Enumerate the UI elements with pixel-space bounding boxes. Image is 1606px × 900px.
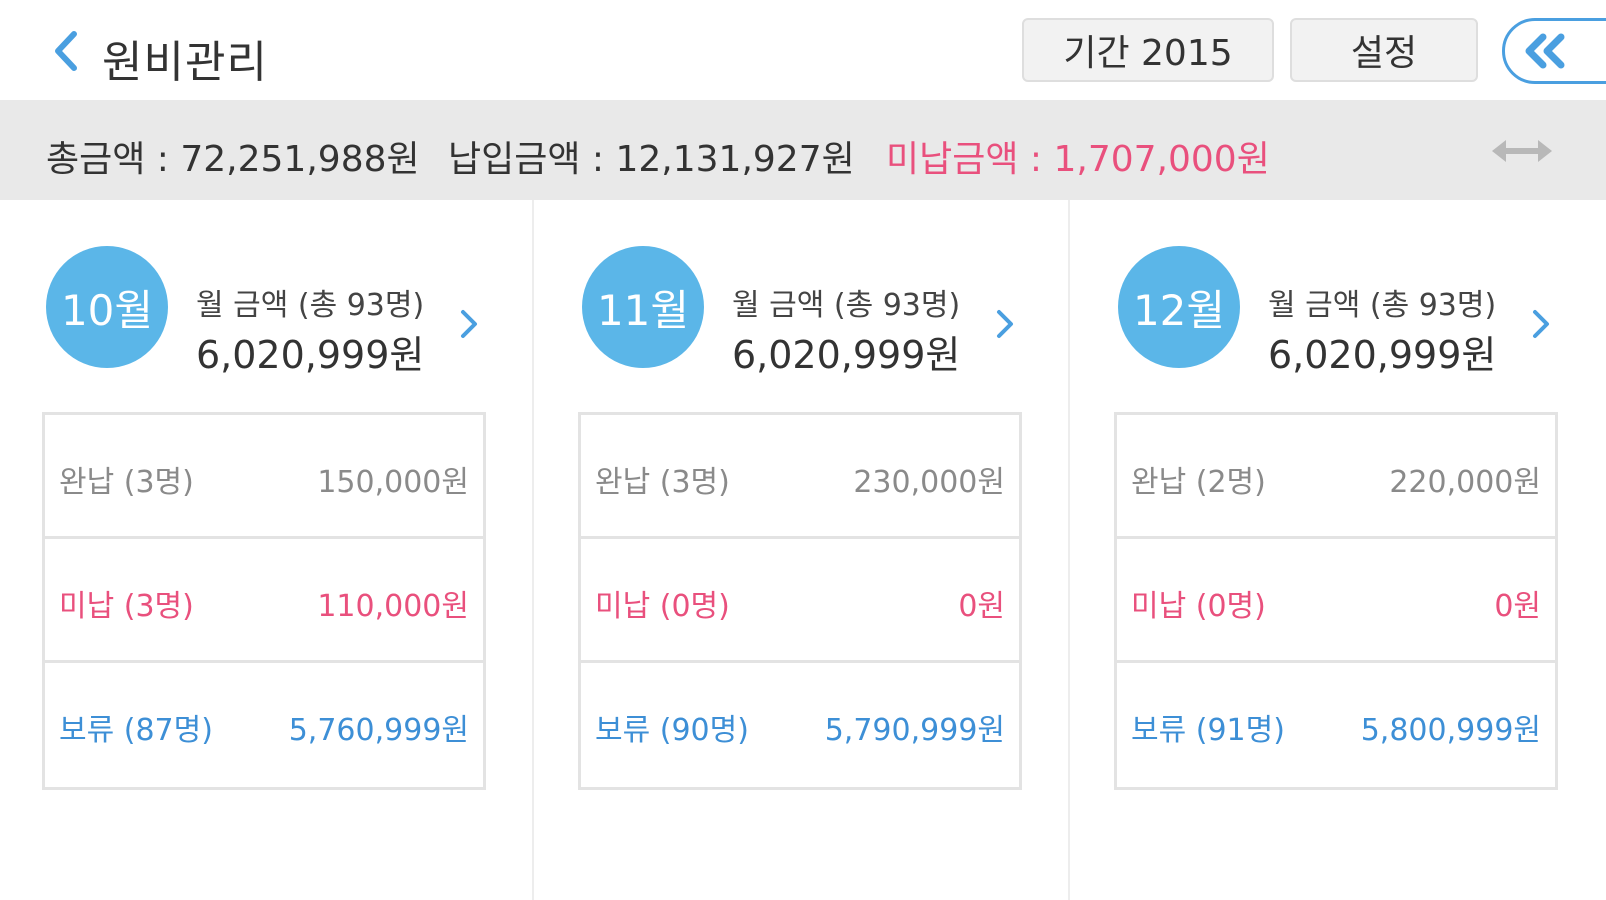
hold-label: 보류 (90명) [595, 713, 749, 748]
paid-row[interactable]: 완납 (2명) 220,000원 [1117, 415, 1555, 539]
month-badge: 12월 [1118, 246, 1240, 368]
header: 원비관리 기간 2015 설정 [0, 0, 1606, 100]
month-total-label: 월 금액 (총 93명) [732, 288, 961, 323]
month-total-amount: 6,020,999원 [1268, 333, 1497, 377]
month-total-label: 월 금액 (총 93명) [196, 288, 425, 323]
unpaid-label: 미납 (0명) [1131, 589, 1266, 624]
month-total-amount: 6,020,999원 [196, 333, 425, 377]
hold-row[interactable]: 보류 (87명) 5,760,999원 [45, 663, 483, 787]
month-badge: 11월 [582, 246, 704, 368]
month-badge: 10월 [46, 246, 168, 368]
unpaid-row[interactable]: 미납 (0명) 0원 [581, 539, 1019, 663]
column-divider [532, 200, 534, 900]
month-detail-button[interactable] [990, 304, 1020, 344]
payment-status-table: 완납 (3명) 150,000원 미납 (3명) 110,000원 보류 (87… [42, 412, 486, 790]
unpaid-value: 0원 [1494, 589, 1541, 624]
hold-value: 5,790,999원 [824, 713, 1005, 748]
paid-value: 150,000원 [317, 465, 469, 500]
paid-label: 완납 (3명) [595, 465, 730, 500]
total-amount: 총금액 : 72,251,988원 [46, 139, 420, 180]
chevron-right-icon [997, 310, 1013, 338]
month-total-amount: 6,020,999원 [732, 333, 961, 377]
horizontal-arrows-icon [1492, 140, 1552, 162]
summary-bar: 총금액 : 72,251,988원 납입금액 : 12,131,927원 미납금… [0, 100, 1606, 200]
chevron-left-icon [55, 31, 77, 71]
paid-amount: 납입금액 : 12,131,927원 [448, 139, 855, 180]
paid-row[interactable]: 완납 (3명) 150,000원 [45, 415, 483, 539]
double-chevron-left-icon [1525, 33, 1565, 69]
paid-value: 220,000원 [1389, 465, 1541, 500]
page-title: 원비관리 [102, 37, 268, 88]
unpaid-row[interactable]: 미납 (0명) 0원 [1117, 539, 1555, 663]
unpaid-value: 110,000원 [317, 589, 469, 624]
unpaid-label: 미납 (3명) [59, 589, 194, 624]
column-divider [1068, 200, 1070, 900]
hold-value: 5,800,999원 [1360, 713, 1541, 748]
month-total-label: 월 금액 (총 93명) [1268, 288, 1497, 323]
hold-row[interactable]: 보류 (90명) 5,790,999원 [581, 663, 1019, 787]
hold-label: 보류 (87명) [59, 713, 213, 748]
chevron-right-icon [461, 310, 477, 338]
unpaid-row[interactable]: 미납 (3명) 110,000원 [45, 539, 483, 663]
month-detail-button[interactable] [1526, 304, 1556, 344]
unpaid-amount: 미납금액 : 1,707,000원 [886, 139, 1270, 180]
month-card-december: 12월 월 금액 (총 93명) 6,020,999원 완납 (2명) 220,… [1072, 200, 1606, 900]
unpaid-value: 0원 [958, 589, 1005, 624]
month-card-october: 10월 월 금액 (총 93명) 6,020,999원 완납 (3명) 150,… [0, 200, 534, 900]
swap-button[interactable] [1490, 136, 1554, 166]
paid-label: 완납 (3명) [59, 465, 194, 500]
paid-label: 완납 (2명) [1131, 465, 1266, 500]
payment-status-table: 완납 (3명) 230,000원 미납 (0명) 0원 보류 (90명) 5,7… [578, 412, 1022, 790]
paid-row[interactable]: 완납 (3명) 230,000원 [581, 415, 1019, 539]
chevron-right-icon [1533, 310, 1549, 338]
hold-label: 보류 (91명) [1131, 713, 1285, 748]
month-detail-button[interactable] [454, 304, 484, 344]
collapse-panel-button[interactable] [1502, 18, 1606, 84]
back-button[interactable] [42, 28, 88, 74]
hold-row[interactable]: 보류 (91명) 5,800,999원 [1117, 663, 1555, 787]
month-card-november: 11월 월 금액 (총 93명) 6,020,999원 완납 (3명) 230,… [536, 200, 1070, 900]
paid-value: 230,000원 [853, 465, 1005, 500]
hold-value: 5,760,999원 [288, 713, 469, 748]
unpaid-label: 미납 (0명) [595, 589, 730, 624]
payment-status-table: 완납 (2명) 220,000원 미납 (0명) 0원 보류 (91명) 5,8… [1114, 412, 1558, 790]
settings-button[interactable]: 설정 [1290, 18, 1478, 82]
period-button[interactable]: 기간 2015 [1022, 18, 1274, 82]
